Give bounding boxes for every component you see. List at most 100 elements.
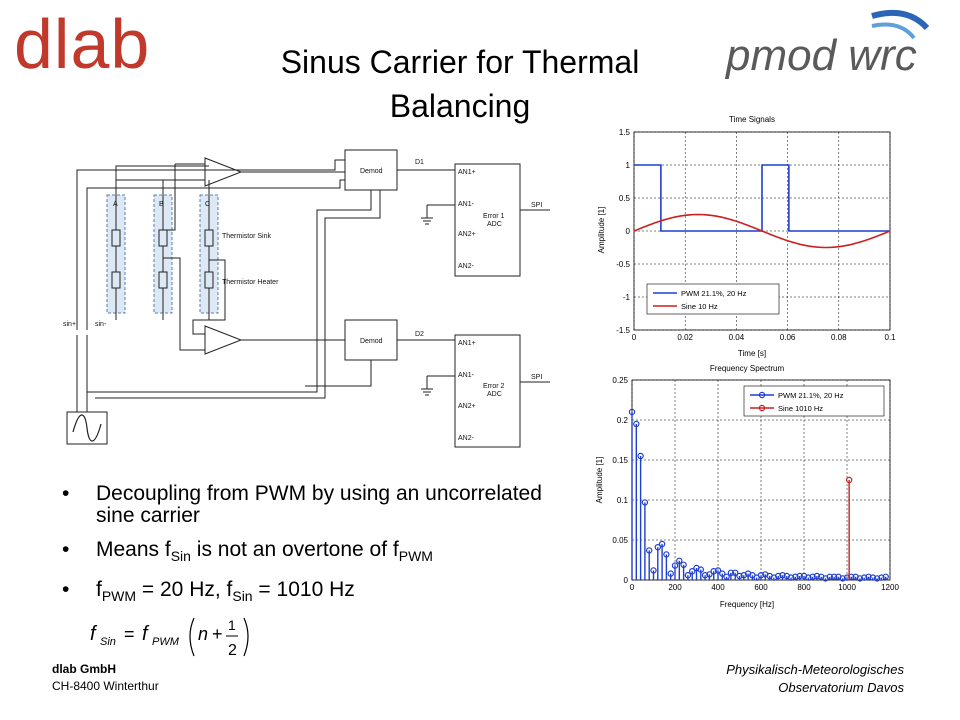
freq-xtick-label: 1200 (881, 583, 899, 592)
formula-left-paren (189, 617, 195, 657)
time-ytick-label: 1.5 (619, 128, 631, 137)
pwm-stem-marker (826, 573, 833, 580)
pwm-stem-marker (882, 573, 889, 580)
circuit-schematic: A B C Thermistor Sink Thermistor Heater … (63, 149, 550, 448)
d2-label: D2 (415, 331, 424, 338)
pwm-stem-marker (865, 573, 872, 580)
pwm-stem-marker (650, 567, 657, 574)
adc1-name: Error 1 (483, 213, 505, 220)
pwm-stem-marker (774, 572, 782, 580)
freq-ytick-label: 0.25 (612, 376, 628, 385)
bullet-text: = 1010 Hz (252, 578, 355, 602)
freq-xtick-label: 1000 (838, 583, 856, 592)
footer-company: dlab GmbH CH-8400 Winterthur (52, 661, 159, 695)
time-legend-pwm-label: PWM 21.1%, 20 Hz (681, 289, 747, 298)
pwm-stem-marker (813, 572, 821, 580)
pwm-stem-marker (684, 571, 692, 579)
bullet-item: • Means fSin is not an overtone of fPWM (62, 539, 562, 567)
sensor-label-a: A (113, 201, 118, 208)
pwm-stem-marker (839, 575, 846, 582)
adc2-pin-an1p: AN1+ (458, 340, 476, 347)
pwm-stem-marker (658, 540, 666, 548)
pwm-stem-marker (628, 408, 636, 416)
freq-xtick-label: 200 (668, 583, 682, 592)
adc1-name-sub: ADC (487, 221, 502, 228)
pwm-stem-marker (873, 575, 881, 582)
footer-institute: Physikalisch-Meteorologisches Observator… (726, 661, 904, 697)
freq-xtick-label: 600 (754, 583, 768, 592)
time-ytick-label: -0.5 (616, 260, 630, 269)
bullet-item: • Decoupling from PWM by using an uncorre… (62, 483, 562, 527)
pwm-signal-line (634, 164, 890, 232)
freq-xtick-label: 400 (711, 583, 725, 592)
formula-rhs: f (142, 623, 150, 645)
thermistor-sink-label: Thermistor Sink (222, 233, 272, 240)
time-plot-xlabel: Time [s] (738, 349, 766, 358)
bullet-subscript: Sin (170, 548, 191, 565)
pmod-wrc-logo-text: pmod wrc (724, 31, 917, 80)
sine-stem-marker (845, 476, 853, 484)
footer-institute-line-2: Observatorium Davos (778, 680, 904, 695)
pwm-stem-marker (719, 570, 726, 577)
bullet-item: • fPWM = 20 Hz, fSin = 1010 Hz (62, 579, 562, 607)
adc-1-box (454, 163, 521, 277)
bullet-dot: • (62, 482, 70, 505)
freq-plot-title: Frequency Spectrum (710, 364, 785, 373)
pwm-stem-marker (736, 572, 743, 580)
pwm-stem-marker (633, 420, 640, 428)
pwm-stem-marker (676, 557, 683, 564)
time-legend (646, 283, 780, 315)
time-xtick-label: 0.1 (884, 333, 896, 342)
sin-minus-label: sin- (95, 321, 107, 328)
title-line-1: Sinus Carrier for Thermal (280, 44, 640, 80)
formula-lhs: f (90, 623, 98, 645)
bullet-subscript: PWM (398, 548, 433, 565)
pwm-stem-marker (667, 570, 674, 577)
formula-n: n (198, 624, 208, 644)
pwm-stem-marker (701, 571, 709, 579)
time-xtick-label: 0.04 (729, 333, 745, 342)
time-signals-plot: Time Signals 0 0.02 0.04 0.06 0.08 0.1 -1.5 -1 -… (597, 115, 896, 358)
pwm-stem-marker (796, 572, 803, 580)
bullet-text: is not an overtone of f (190, 538, 399, 561)
adc-2-box (454, 334, 521, 448)
formula-numerator: 1 (228, 617, 236, 633)
pwm-stem-marker (714, 567, 722, 574)
pwm-stem-marker (641, 499, 649, 506)
slide-title: Sinus Carrier for Thermal Balancing (200, 40, 720, 128)
freq-legend (743, 385, 885, 417)
freq-ytick-label: 0.15 (612, 456, 628, 465)
adc1-pin-an2m: AN2- (458, 263, 475, 270)
adc2-pin-an1m: AN1- (458, 372, 475, 379)
time-ytick-label: 1 (626, 161, 631, 170)
freq-ytick-label: 0.05 (612, 536, 628, 545)
freq-legend-pwm-label: PWM 21.1%, 20 Hz (778, 391, 844, 400)
pwm-stem-marker (710, 567, 717, 575)
pwm-stem-marker (856, 575, 864, 582)
footer-institute-line-1: Physikalisch-Meteorologisches (726, 662, 904, 677)
footer-company-name: dlab GmbH (52, 662, 117, 676)
d1-label: D1 (415, 159, 424, 166)
pwm-stem-marker (757, 571, 765, 579)
adc2-pin-an2p: AN2+ (458, 403, 476, 410)
bullet-text: Means f (96, 538, 171, 561)
formula-denominator: 2 (228, 642, 237, 659)
freq-legend-marker (758, 391, 766, 399)
pwm-stem-marker (697, 566, 705, 573)
formula-rhs-sub: PWM (152, 636, 180, 648)
bullet-text: = 20 Hz, f (136, 578, 233, 602)
time-ytick-label: -1 (623, 293, 631, 302)
pwm-stem-marker (680, 561, 687, 568)
bullet-dot: • (62, 538, 70, 561)
bullet-text: f (96, 578, 102, 602)
formula-plus: + (212, 624, 223, 644)
adc2-pin-an2m: AN2- (458, 435, 475, 442)
sine-generator (66, 411, 108, 445)
time-xtick-label: 0 (632, 333, 637, 342)
sin-plus-label: sin+ (63, 321, 76, 328)
adc2-name: Error 2 (483, 383, 505, 390)
time-xtick-label: 0.06 (780, 333, 796, 342)
time-xtick-label: 0.08 (831, 333, 847, 342)
pwm-stem-marker (671, 562, 679, 569)
freq-ytick-label: 0.1 (617, 496, 629, 505)
